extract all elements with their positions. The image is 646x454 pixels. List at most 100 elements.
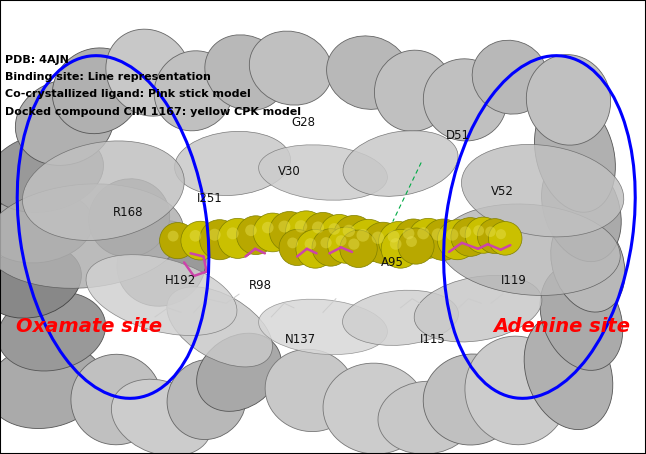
Circle shape — [287, 237, 298, 248]
Circle shape — [460, 227, 472, 238]
Circle shape — [253, 213, 292, 252]
Ellipse shape — [378, 381, 475, 454]
Circle shape — [181, 221, 220, 260]
Circle shape — [465, 217, 501, 253]
Text: I115: I115 — [420, 333, 446, 346]
Circle shape — [296, 229, 335, 268]
Ellipse shape — [423, 354, 520, 445]
Text: I119: I119 — [501, 274, 526, 287]
Circle shape — [406, 236, 417, 247]
Circle shape — [437, 220, 477, 260]
Circle shape — [160, 222, 196, 259]
Ellipse shape — [71, 354, 162, 445]
Circle shape — [388, 231, 400, 242]
Circle shape — [474, 225, 484, 236]
Circle shape — [496, 229, 506, 239]
Ellipse shape — [534, 96, 616, 212]
Ellipse shape — [167, 287, 273, 367]
Circle shape — [488, 222, 522, 255]
Text: A95: A95 — [381, 256, 404, 269]
Ellipse shape — [550, 215, 625, 312]
Ellipse shape — [89, 179, 170, 257]
Ellipse shape — [106, 29, 191, 116]
Circle shape — [279, 229, 315, 266]
Ellipse shape — [154, 51, 233, 131]
Ellipse shape — [0, 292, 105, 371]
Circle shape — [451, 217, 490, 257]
Circle shape — [303, 212, 343, 252]
Ellipse shape — [196, 333, 282, 411]
Text: G28: G28 — [291, 116, 316, 129]
Ellipse shape — [0, 245, 81, 318]
Ellipse shape — [0, 343, 104, 429]
Ellipse shape — [461, 144, 624, 237]
Text: I251: I251 — [197, 192, 223, 205]
Circle shape — [446, 229, 459, 241]
Ellipse shape — [0, 184, 183, 288]
Circle shape — [348, 238, 359, 250]
Ellipse shape — [423, 59, 507, 141]
Text: V52: V52 — [491, 185, 514, 198]
Circle shape — [417, 227, 430, 239]
Circle shape — [371, 232, 384, 244]
Circle shape — [312, 222, 324, 233]
Text: Docked compound CIM 1167: yellow CPK model: Docked compound CIM 1167: yellow CPK mod… — [5, 107, 301, 117]
Ellipse shape — [16, 80, 114, 165]
Text: Binding site: Line representation: Binding site: Line representation — [5, 72, 211, 82]
Circle shape — [269, 212, 309, 252]
Circle shape — [362, 222, 404, 264]
Ellipse shape — [258, 299, 388, 355]
Ellipse shape — [111, 379, 212, 454]
Circle shape — [190, 230, 202, 242]
Circle shape — [320, 237, 331, 248]
Circle shape — [347, 219, 390, 262]
Circle shape — [379, 222, 419, 262]
Circle shape — [312, 229, 349, 266]
Circle shape — [333, 215, 375, 257]
Ellipse shape — [0, 191, 93, 263]
Text: Adenine site: Adenine site — [493, 317, 630, 336]
Circle shape — [329, 223, 340, 235]
Circle shape — [340, 230, 377, 267]
Circle shape — [485, 227, 495, 237]
Circle shape — [320, 214, 359, 253]
Ellipse shape — [323, 363, 426, 454]
Text: H192: H192 — [165, 274, 196, 287]
Circle shape — [168, 231, 178, 242]
Ellipse shape — [327, 36, 410, 109]
Circle shape — [336, 235, 346, 246]
Ellipse shape — [258, 145, 388, 200]
Ellipse shape — [414, 276, 542, 342]
Circle shape — [227, 227, 239, 239]
Ellipse shape — [472, 40, 548, 114]
Ellipse shape — [52, 48, 141, 133]
Text: V30: V30 — [278, 165, 300, 178]
Ellipse shape — [439, 204, 620, 296]
Circle shape — [278, 221, 291, 232]
Text: R98: R98 — [249, 279, 272, 291]
Circle shape — [357, 229, 370, 242]
Circle shape — [200, 220, 240, 260]
Ellipse shape — [174, 131, 291, 196]
Ellipse shape — [86, 255, 237, 336]
Text: PDB: 4AJN: PDB: 4AJN — [5, 55, 69, 65]
Circle shape — [262, 222, 274, 233]
Circle shape — [394, 219, 433, 258]
Text: D51: D51 — [446, 129, 470, 142]
Text: Co-crystallized ligand: Pink stick model: Co-crystallized ligand: Pink stick model — [5, 89, 251, 99]
Circle shape — [408, 218, 448, 258]
Text: Oxamate site: Oxamate site — [16, 317, 162, 336]
Text: R168: R168 — [113, 206, 143, 219]
Ellipse shape — [343, 131, 458, 196]
Circle shape — [403, 228, 415, 239]
Ellipse shape — [465, 336, 568, 445]
Circle shape — [398, 228, 434, 264]
Text: N137: N137 — [285, 333, 316, 346]
Circle shape — [286, 211, 327, 252]
Ellipse shape — [23, 141, 184, 241]
Ellipse shape — [526, 54, 610, 145]
Ellipse shape — [541, 156, 621, 262]
Ellipse shape — [205, 35, 286, 110]
Ellipse shape — [167, 360, 246, 439]
Circle shape — [328, 227, 364, 263]
